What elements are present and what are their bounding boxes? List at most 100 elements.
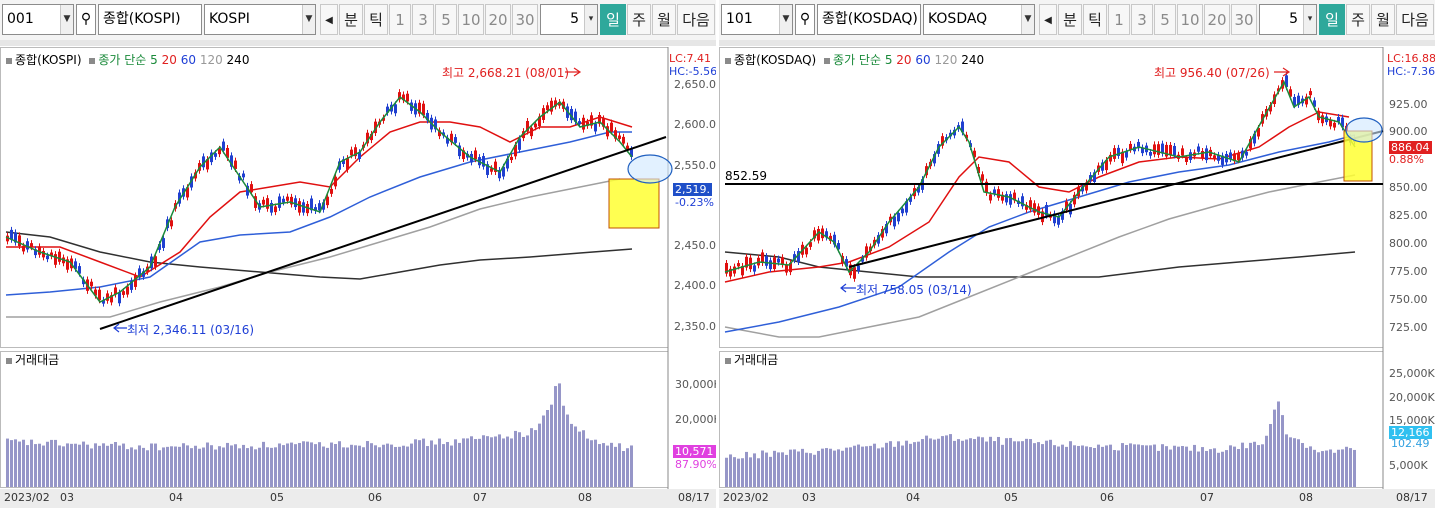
period-3-button[interactable]: 3 [412, 4, 434, 35]
volume-legend: 거래대금 [725, 351, 778, 368]
prev-arrow-icon[interactable]: ◀ [1039, 4, 1057, 35]
y-tick: 2,650.0 [674, 78, 716, 91]
price-change: -0.23% [675, 196, 714, 209]
kosdaq-chart-svg [719, 47, 1435, 508]
kospi-chart-panel: 001 ▼ ⚲ 종합(KOSPI) KOSPI ▼ ◀ 분 틱 1 3 5 10 2… [0, 0, 716, 508]
day-button[interactable]: 일 [600, 4, 626, 35]
period-1-button[interactable]: 1 [389, 4, 411, 35]
chart-legend: 종합(KOSDAQ) 종가 단순 5 20 60 120 240 [725, 51, 984, 68]
candle [1277, 88, 1280, 92]
volume-bar [486, 436, 489, 487]
volume-bar [925, 435, 928, 487]
volume-bar [933, 439, 936, 487]
period-30-button[interactable]: 30 [512, 4, 538, 35]
candle [1189, 152, 1192, 160]
next-button[interactable]: 다음 [1396, 4, 1434, 35]
volume-bar [130, 447, 133, 487]
date-axis-bar [0, 489, 716, 508]
volume-bar [961, 440, 964, 487]
period-10-button[interactable]: 10 [1177, 4, 1203, 35]
week-button[interactable]: 주 [627, 4, 651, 35]
vol-tick: 5,000K [1389, 459, 1428, 472]
chevron-down-icon[interactable]: ▼ [302, 5, 315, 34]
volume-bar [218, 446, 221, 487]
period-1-button[interactable]: 1 [1108, 4, 1130, 35]
candle [1197, 146, 1200, 152]
volume-bar [214, 449, 217, 487]
ma20-line [6, 116, 633, 278]
kospi-chart-area[interactable]: 종합(KOSPI) 종가 단순 5 20 60 120 240 최고 2,668… [0, 47, 716, 508]
period-select[interactable]: 5 ▾ [1259, 4, 1317, 35]
candle [905, 201, 908, 213]
period-5-button[interactable]: 5 [1154, 4, 1176, 35]
index-select[interactable]: KOSDAQ ▼ [923, 4, 1035, 35]
volume-bar [210, 445, 213, 487]
kosdaq-toolbar: 101 ▼ ⚲ 종합(KOSDAQ) KOSDAQ ▼ ◀ 분 틱 1 3 5 10… [719, 0, 1435, 40]
month-button[interactable]: 월 [1371, 4, 1395, 35]
search-icon[interactable]: ⚲ [76, 4, 96, 35]
y-tick: 850.00 [1389, 181, 1428, 194]
chevron-down-icon[interactable]: ▼ [1021, 5, 1034, 34]
volume-bar [326, 447, 329, 487]
candle [618, 135, 621, 139]
volume-bar [610, 442, 613, 487]
ma240-line [5, 231, 633, 280]
volume-bar [182, 443, 185, 487]
period-20-button[interactable]: 20 [1204, 4, 1230, 35]
candle [1205, 148, 1208, 161]
candle [761, 252, 764, 263]
kosdaq-chart-area[interactable]: 종합(KOSDAQ) 종가 단순 5 20 60 120 240 최고 956.… [719, 47, 1435, 508]
chevron-down-icon[interactable]: ▾ [1303, 5, 1316, 34]
volume-bar [1213, 448, 1216, 487]
next-button[interactable]: 다음 [677, 4, 715, 35]
code-input[interactable]: 101 ▼ [721, 4, 793, 35]
month-button[interactable]: 월 [652, 4, 676, 35]
minute-button[interactable]: 분 [339, 4, 363, 35]
week-button[interactable]: 주 [1346, 4, 1370, 35]
volume-bar [1173, 445, 1176, 487]
candle [885, 223, 888, 234]
candle [454, 137, 457, 143]
tick-button[interactable]: 틱 [1083, 4, 1107, 35]
candle [1053, 213, 1056, 224]
candle [626, 145, 629, 150]
volume-bar [725, 457, 728, 487]
candle [1105, 160, 1108, 171]
day-button[interactable]: 일 [1319, 4, 1345, 35]
index-select[interactable]: KOSPI ▼ [204, 4, 316, 35]
volume-bar [322, 446, 325, 487]
period-20-button[interactable]: 20 [485, 4, 511, 35]
candle [1293, 96, 1296, 106]
chevron-down-icon[interactable]: ▼ [779, 5, 792, 34]
volume-bar [761, 450, 764, 487]
code-input[interactable]: 001 ▼ [2, 4, 74, 35]
candle [1169, 144, 1172, 156]
chevron-down-icon[interactable]: ▼ [60, 5, 73, 34]
search-icon[interactable]: ⚲ [795, 4, 815, 35]
high-annotation: 최고 2,668.21 (08/01) [442, 66, 570, 80]
volume-bar [254, 449, 257, 487]
period-5-button[interactable]: 5 [435, 4, 457, 35]
prev-arrow-icon[interactable]: ◀ [320, 4, 338, 35]
candle [1229, 152, 1232, 160]
candle [1009, 194, 1012, 205]
volume-bar [270, 447, 273, 487]
date-label: 05 [270, 491, 284, 504]
volume-bar [274, 447, 277, 487]
period-3-button[interactable]: 3 [1131, 4, 1153, 35]
candle [538, 116, 541, 127]
volume-bar [262, 441, 265, 487]
volume-bar [510, 438, 513, 487]
candle [186, 187, 189, 198]
volume-bar [981, 437, 984, 487]
candle [1333, 122, 1336, 128]
candle [518, 138, 521, 150]
candle [558, 101, 561, 106]
minute-button[interactable]: 분 [1058, 4, 1082, 35]
period-10-button[interactable]: 10 [458, 4, 484, 35]
tick-button[interactable]: 틱 [364, 4, 388, 35]
period-30-button[interactable]: 30 [1231, 4, 1257, 35]
period-select[interactable]: 5 ▾ [540, 4, 598, 35]
candle [1125, 151, 1128, 158]
chevron-down-icon[interactable]: ▾ [584, 5, 597, 34]
